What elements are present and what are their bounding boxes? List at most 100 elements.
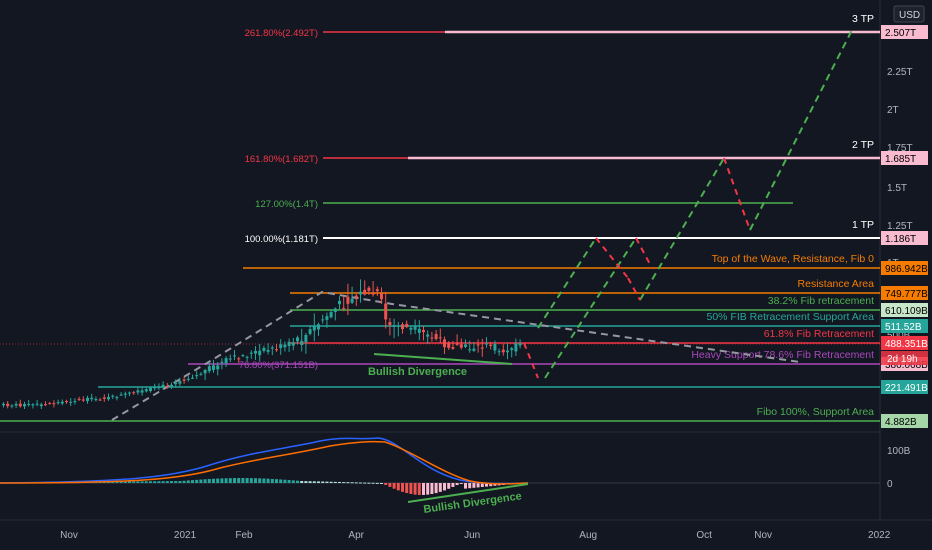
level-annotation: Heavy Support 78.6% Fib Retracement (691, 349, 874, 361)
histogram-bar (409, 483, 413, 494)
histogram-bar (417, 483, 421, 495)
histogram-bar (254, 478, 257, 483)
histogram-bar (333, 481, 337, 483)
candle-body (77, 398, 81, 400)
candle-body (438, 337, 442, 339)
candle-body (283, 344, 287, 348)
candle-body (44, 404, 47, 406)
price-tick-label: 1.5T (887, 183, 907, 194)
histogram-bar (270, 478, 274, 483)
histogram-bar (220, 478, 224, 483)
histogram-bar (489, 483, 493, 487)
price-scale-value: 2.507T (885, 28, 916, 39)
histogram-bar (312, 481, 316, 483)
histogram-bar (468, 483, 472, 489)
histogram-bar (191, 480, 194, 483)
green-projections (537, 29, 853, 379)
histogram-bar (338, 481, 341, 483)
candle-body (371, 293, 375, 295)
candle-body (186, 378, 190, 380)
histogram-bar (451, 483, 455, 487)
price-tick-label: 1.75T (887, 143, 913, 154)
histogram-bar (115, 481, 119, 483)
level-annotation: Fibo 100%, Support Area (757, 406, 874, 418)
macd-indicator (0, 437, 880, 495)
level-annotation: 38.2% Fib retracement (768, 295, 874, 307)
candle-body (119, 394, 123, 396)
candle-body (39, 404, 43, 407)
macd-divergence-line (407, 483, 529, 503)
indicator-tick-label: 0 (887, 479, 893, 490)
candle-body (270, 347, 274, 349)
histogram-bar (203, 479, 207, 483)
candle-body (81, 399, 85, 401)
last-price-tag (881, 336, 928, 350)
candle-body (333, 308, 337, 312)
histogram-bar (228, 478, 232, 483)
histogram-bar (354, 482, 358, 484)
candle-body (422, 330, 425, 333)
candle-body (6, 403, 10, 407)
histogram-bar (485, 483, 488, 487)
histogram-bar (195, 479, 199, 483)
histogram-bar (237, 478, 241, 483)
time-axis: Nov2021FebAprJunAugOctNov2022Fe (60, 530, 891, 541)
price-scale-value: 1.685T (885, 154, 916, 165)
candle-body (489, 344, 493, 347)
candle-body (60, 401, 64, 404)
candle-body (228, 358, 232, 360)
price-tick-label: 2.25T (887, 67, 913, 78)
histogram-bar (459, 483, 463, 484)
histogram-bar (144, 481, 148, 483)
candle-body (392, 325, 396, 327)
currency-button[interactable] (893, 5, 925, 23)
histogram-bar (342, 482, 346, 484)
candle-body (86, 397, 89, 401)
candle-body (342, 307, 346, 309)
histogram-bar (392, 483, 396, 489)
histogram-bar (480, 483, 484, 487)
candle-body (350, 298, 354, 303)
candle-body (161, 384, 165, 387)
candle-body (384, 303, 388, 320)
histogram-bar (233, 478, 236, 483)
candle-body (107, 396, 110, 400)
candle-body (409, 327, 413, 330)
histogram-bar (325, 481, 329, 483)
histogram-bar (422, 483, 425, 495)
time-tick-label: Nov (60, 530, 78, 541)
fib-level-label: 76.80%(371.151B) (239, 360, 318, 371)
candle-body (144, 389, 148, 392)
histogram-bar (296, 480, 299, 483)
candle-body (346, 296, 350, 304)
time-tick-label: Feb (235, 530, 253, 541)
candle-body (10, 405, 14, 407)
candle-body (329, 312, 333, 318)
candle-body (18, 403, 22, 407)
fib-levels: 261.80%(2.492T) 3 TP 2.507T 161.80%(1.682T)… (0, 13, 928, 428)
histogram-bar (430, 483, 434, 495)
candle-body (367, 287, 371, 291)
candle-body (220, 361, 224, 363)
histogram-bar (438, 483, 442, 492)
candle-body (102, 397, 106, 399)
indicator-tick-label: 100B (887, 446, 911, 457)
level-annotation: Top of the Wave, Resistance, Fib 0 (712, 253, 875, 265)
histogram-bar (123, 481, 127, 483)
candle-body (468, 349, 472, 351)
histogram-bar (199, 479, 203, 483)
wave-projection-grey (111, 290, 801, 421)
candle-body (35, 403, 39, 405)
histogram-bar (371, 482, 375, 484)
price-tick-label: 1.25T (887, 221, 913, 232)
candle-body (447, 342, 451, 348)
candle-body (480, 347, 484, 349)
countdown-tag (881, 351, 928, 365)
candle-body (485, 343, 488, 345)
histogram-bar (266, 478, 270, 483)
price-divergence-line (373, 353, 513, 365)
candle-body (287, 341, 291, 346)
histogram-bar (300, 481, 304, 483)
histogram-bar (443, 483, 446, 491)
